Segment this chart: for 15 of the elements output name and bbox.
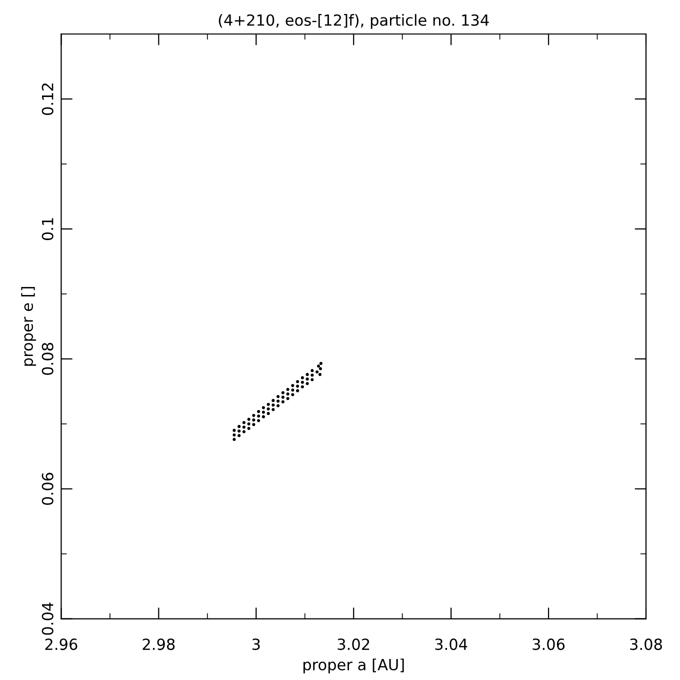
x-tick-label: 3.04	[435, 638, 468, 650]
y-axis-title: proper e []	[21, 287, 36, 366]
x-tick-label: 2.96	[45, 638, 78, 650]
x-tick-label: 3.02	[338, 638, 370, 650]
x-tick-label: 3.06	[532, 638, 565, 650]
x-axis-title: proper a [AU]	[303, 658, 404, 674]
x-tick-label: 3.08	[630, 638, 662, 650]
y-tick-label: 0.04	[42, 602, 54, 635]
y-tick-label: 0.1	[42, 218, 54, 240]
x-tick-label: 3	[252, 638, 260, 650]
y-tick-label: 0.06	[42, 472, 54, 505]
chart-title: (4+210, eos-[12]f), particle no. 134	[218, 14, 489, 29]
x-tick-label: 2.98	[142, 638, 175, 650]
y-tick-label: 0.12	[42, 84, 54, 115]
y-tick-label: 0.08	[42, 342, 54, 375]
